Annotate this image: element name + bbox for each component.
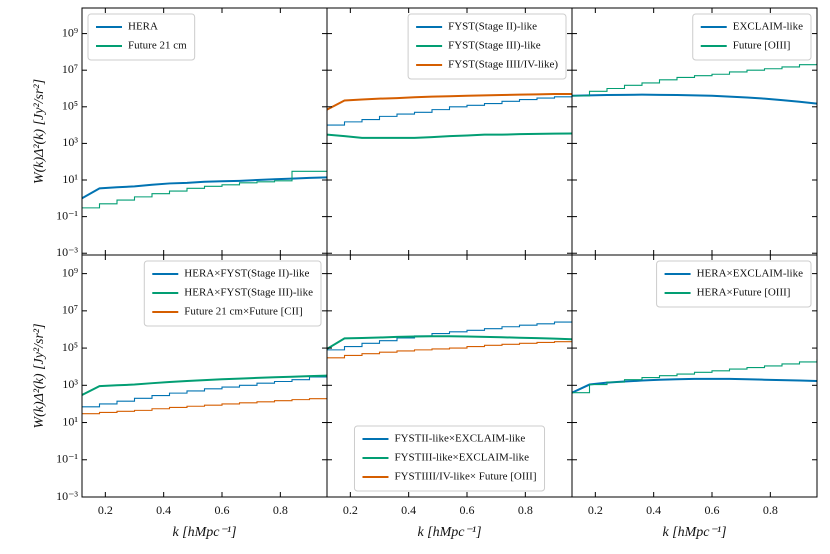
y-axis-label: W(k)Δ²(k) [Jy²/sr²] — [32, 79, 47, 184]
legend-box — [692, 13, 812, 61]
y-tick-label: 10¹ — [62, 414, 78, 428]
y-tick-label: 10³ — [62, 377, 78, 391]
y-tick-label: 10⁹ — [62, 265, 78, 279]
legend-label: HERA — [128, 21, 158, 33]
legend-box — [143, 260, 322, 327]
legend-box — [353, 425, 546, 492]
panel: FYST(Stage II)-like FYST(Stage III)-like F… — [326, 7, 573, 256]
x-tick-label: 0.8 — [273, 503, 288, 517]
panel: 0.2 0.4 0.6 0.8 k [hMpc⁻¹] FYSTII-like×EXCLAI… — [326, 254, 573, 540]
x-tick-label: 0.6 — [215, 503, 230, 517]
panel: 10⁹ 10⁷ 10⁵ 10³ 10¹ 10⁻¹ 10⁻³ W(k)Δ²(k) [Jy²/sr… — [32, 7, 328, 259]
legend-box — [407, 13, 567, 80]
y-tick-label: 10⁷ — [62, 62, 78, 76]
step-line — [572, 359, 817, 394]
legend-box — [87, 13, 196, 61]
x-axis-label: k [hMpc⁻¹] — [172, 525, 236, 540]
y-tick-label: 10⁵ — [62, 99, 78, 113]
legend-label: Future 21 cm — [128, 40, 187, 52]
legend-label: Future [OIII] — [733, 40, 791, 52]
plot-area — [572, 359, 817, 394]
x-tick-label: 0.2 — [98, 503, 113, 517]
legend-label: FYSTII-like×EXCLAIM-like — [394, 433, 525, 445]
series-line — [572, 93, 817, 105]
y-tick-label: 10⁻³ — [56, 489, 78, 503]
x-tick-label: 0.4 — [646, 503, 661, 517]
series-line — [327, 132, 572, 139]
y-tick-label: 10⁹ — [62, 25, 78, 39]
plot-area — [327, 93, 572, 139]
legend: EXCLAIM-like Future [OIII] — [692, 13, 812, 61]
series-line — [82, 176, 327, 200]
y-tick-label: 10⁻¹ — [56, 208, 78, 222]
step-line — [327, 340, 572, 359]
x-tick-label: 0.2 — [588, 503, 603, 517]
legend: HERA×FYST(Stage II)-like HERA×FYST(Stage … — [143, 260, 322, 327]
step-line — [327, 320, 572, 351]
plot-area — [327, 320, 572, 359]
y-axis-label: W(k)Δ²(k) [Jy²/sr²] — [32, 323, 47, 428]
legend: FYST(Stage II)-like FYST(Stage III)-like F… — [407, 13, 567, 80]
x-axis-label: k [hMpc⁻¹] — [662, 525, 726, 540]
series-line — [82, 374, 327, 396]
step-line — [572, 62, 817, 97]
y-tick-label: 10³ — [62, 135, 78, 149]
x-tick-label: 0.2 — [343, 503, 358, 517]
step-line — [82, 374, 327, 408]
legend: HERA×EXCLAIM-like HERA×Future [OIII] — [656, 260, 812, 308]
x-tick-label: 0.4 — [156, 503, 171, 517]
legend-label: EXCLAIM-like — [733, 21, 803, 33]
y-tick-label: 10⁻¹ — [56, 452, 78, 466]
y-tick-label: 10¹ — [62, 172, 78, 186]
legend-label: HERA×FYST(Stage II)-like — [184, 268, 309, 280]
series-line — [327, 335, 572, 350]
legend: FYSTII-like×EXCLAIM-like FYSTIII-like×EXC… — [353, 425, 546, 492]
y-tick-label: 10⁻³ — [56, 245, 78, 259]
legend-label: FYST(Stage II)-like — [448, 21, 537, 33]
x-tick-label: 0.6 — [460, 503, 475, 517]
step-line — [82, 398, 327, 415]
legend-label: HERA×EXCLAIM-like — [697, 268, 804, 280]
panel: EXCLAIM-like Future [OIII] — [571, 7, 818, 256]
y-tick-label: 10⁷ — [62, 303, 78, 317]
step-line — [327, 95, 572, 126]
series-line — [327, 93, 572, 111]
series-line — [572, 377, 817, 394]
legend-label: FYST(Stage III)-like — [448, 40, 541, 52]
legend-label: HERA×Future [OIII] — [697, 287, 791, 299]
y-tick-label: 10⁵ — [62, 340, 78, 354]
axes-frame — [571, 254, 818, 498]
legend-box — [656, 260, 812, 308]
step-line — [82, 170, 327, 209]
legend-label: FYST(Stage IIII/IV-like) — [448, 59, 558, 71]
legend-label: FYSTIIII/IV-like× Future [OIII] — [394, 471, 536, 483]
panel: 0.2 0.4 0.6 0.8k [hMpc⁻¹]HERA×EXCLAIM-likeH… — [571, 254, 818, 540]
legend-label: FYSTIII-like×EXCLAIM-like — [394, 452, 529, 464]
x-tick-label: 0.4 — [401, 503, 416, 517]
x-tick-label: 0.8 — [763, 503, 778, 517]
legend: HERA Future 21 cm — [87, 13, 196, 61]
x-tick-label: 0.6 — [705, 503, 720, 517]
legend-label: HERA×FYST(Stage III)-like — [184, 287, 313, 299]
x-tick-label: 0.8 — [518, 503, 533, 517]
plot-area — [82, 374, 327, 415]
plot-area — [82, 170, 327, 209]
x-axis-label: k [hMpc⁻¹] — [417, 525, 481, 540]
legend-label: Future 21 cm×Future [CII] — [184, 306, 302, 318]
plot-area — [572, 62, 817, 105]
panel: 10⁹ 10⁷ 10⁵ 10³ 10¹ 10⁻¹ 10⁻³ 0.2 0.4 0.6 0.8 W(k)Δ… — [32, 254, 328, 540]
